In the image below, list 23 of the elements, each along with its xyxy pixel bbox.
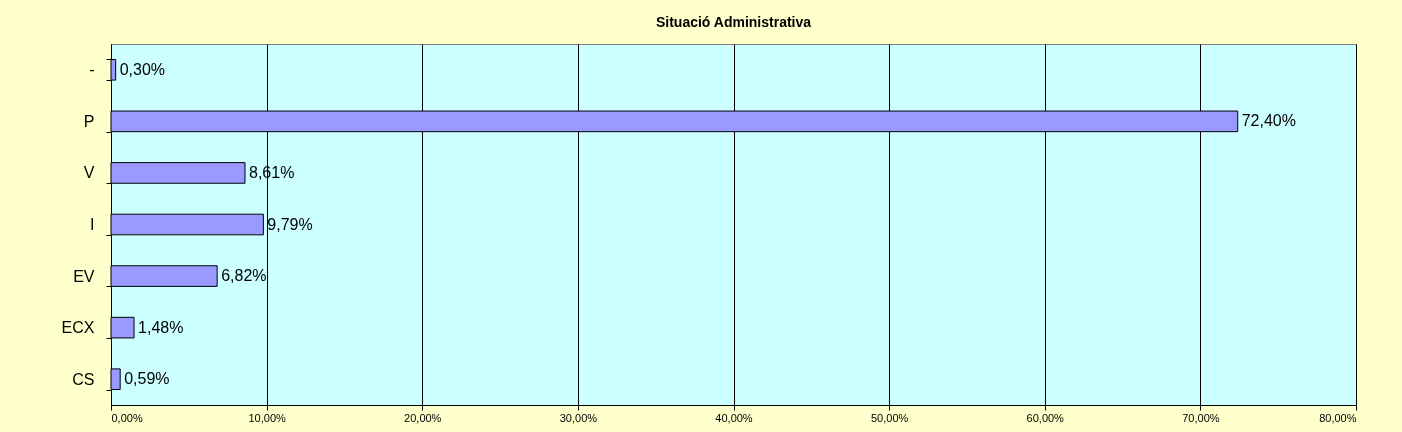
chart-title: Situació Administrativa (655, 14, 812, 30)
x-tick-label: 20,00% (404, 411, 442, 424)
y-tick-label: P (83, 112, 95, 130)
x-tick-label: 60,00% (1026, 411, 1065, 424)
x-tick-label: 80,00% (1319, 411, 1357, 424)
data-label: 6,82% (221, 267, 267, 285)
y-tick-label: - (89, 61, 95, 79)
data-label: 1,48% (138, 318, 184, 336)
y-tick-label: CS (72, 370, 95, 388)
y-tick-label: EV (73, 267, 95, 285)
x-tick-label: 50,00% (870, 411, 909, 424)
y-tick-label: V (83, 164, 95, 182)
data-label: 9,79% (267, 215, 313, 233)
x-tick-label: 70,00% (1182, 411, 1220, 424)
data-label: 72,40% (1241, 112, 1296, 130)
x-tick-label: 30,00% (559, 411, 598, 424)
x-tick-label: 0,00% (111, 411, 143, 424)
data-label: 0,30% (119, 60, 166, 78)
y-tick-label: I (90, 216, 95, 233)
data-label: 0,59% (124, 370, 170, 388)
x-tick-label: 40,00% (715, 411, 753, 424)
y-tick-label: ECX (61, 319, 95, 337)
x-tick-label: 10,00% (248, 411, 286, 424)
